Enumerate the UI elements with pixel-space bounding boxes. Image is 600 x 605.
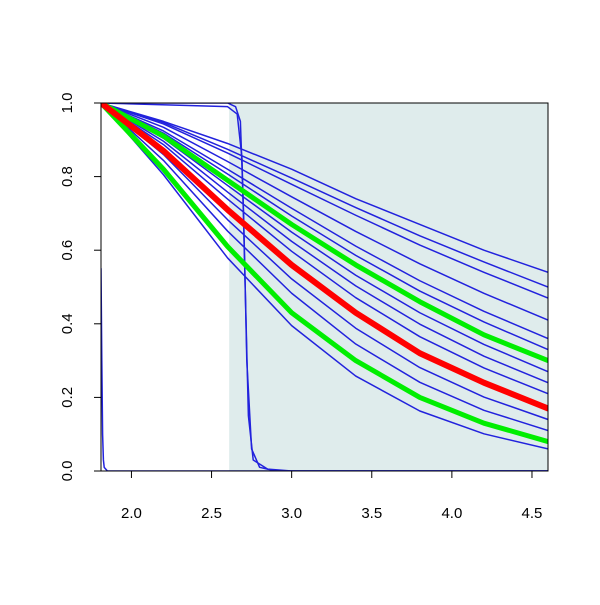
x-tick-label: 2.0 [121, 505, 142, 522]
curve [101, 103, 548, 445]
curve [101, 103, 548, 351]
x-tick-label: 4.5 [522, 505, 543, 522]
curve [101, 103, 548, 412]
curve [101, 103, 548, 288]
curve [101, 103, 548, 364]
curve [101, 103, 548, 299]
y-tick-label: 0.2 [59, 387, 76, 408]
curve [101, 103, 548, 395]
curve [101, 103, 548, 471]
x-tick-label: 3.5 [361, 505, 382, 522]
x-tick-label: 4.0 [441, 505, 462, 522]
curve [101, 267, 548, 471]
curve [101, 103, 548, 274]
y-tick-label: 0.4 [59, 313, 76, 334]
x-tick-label: 2.5 [201, 505, 222, 522]
curve [101, 103, 548, 450]
curve [101, 103, 548, 421]
y-tick-label: 0.0 [59, 461, 76, 482]
curve [101, 103, 548, 321]
plot-frame [100, 102, 549, 472]
curve [101, 103, 548, 432]
y-tick-label: 1.0 [59, 93, 76, 114]
shaded-region [229, 103, 548, 471]
plot-area [101, 103, 548, 471]
curve [101, 103, 548, 340]
y-tick-label: 0.6 [59, 240, 76, 261]
y-tick-label: 0.8 [59, 166, 76, 187]
curve [101, 103, 548, 384]
x-tick-label: 3.0 [281, 505, 302, 522]
